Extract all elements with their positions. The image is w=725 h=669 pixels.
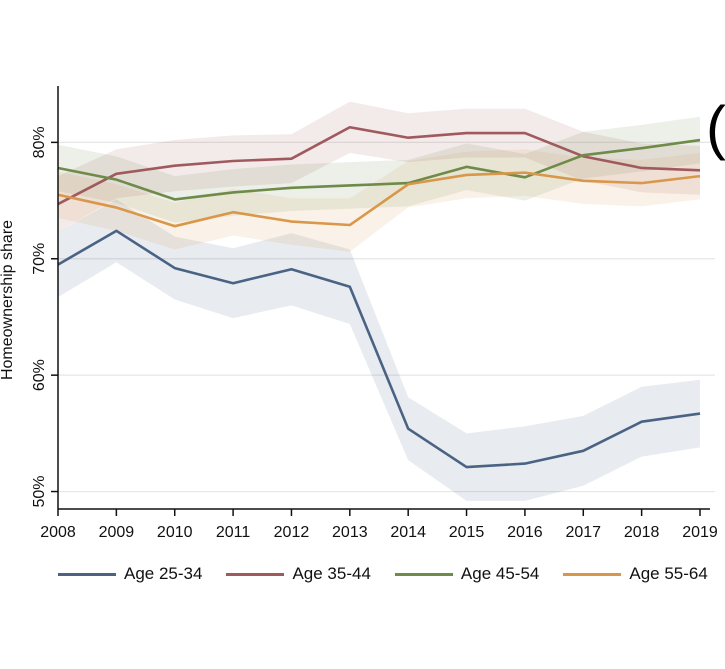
y-tick-label: 50%	[31, 476, 48, 508]
series-line	[57, 229, 701, 469]
legend: Age 25-34 Age 35-44 Age 45-54 Age 55-64	[58, 562, 718, 586]
legend-swatch	[226, 572, 285, 576]
y-tick-label: 60%	[31, 359, 48, 391]
legend-swatch	[58, 572, 116, 576]
y-axis-label: Homeownership share	[0, 220, 16, 380]
confidence-band	[58, 101, 700, 232]
x-tick-label: 2009	[99, 524, 135, 541]
series-line	[57, 125, 701, 206]
x-tick-label: 2019	[682, 524, 718, 541]
clipped-panel-letter: (	[706, 94, 725, 161]
legend-label: Age 35-44	[292, 564, 371, 583]
x-tick-label: 2015	[449, 524, 485, 541]
x-tick-label: 2016	[507, 524, 543, 541]
legend-label: Age 45-54	[460, 564, 540, 583]
confidence-band	[58, 116, 700, 223]
legend-item: Age 25-34	[58, 564, 202, 584]
series-line	[57, 138, 701, 201]
x-tick-label: 2014	[390, 524, 426, 541]
legend-label: Age 25-34	[124, 564, 203, 583]
confidence-band	[58, 199, 700, 501]
y-tick-label: 80%	[31, 126, 48, 158]
x-tick-label: 2011	[216, 524, 251, 541]
x-tick-label: 2008	[40, 524, 76, 541]
legend-item: Age 45-54	[394, 564, 540, 584]
gridlines	[58, 141, 715, 493]
legend-item: Age 35-44	[226, 564, 371, 584]
legend-swatch	[394, 572, 453, 576]
axes: 50% 60% 70% 80% 2008 2009 2010 2011 2012 2013 2014…	[31, 86, 718, 541]
x-tick-label: 2010	[157, 524, 193, 541]
series-lines	[57, 125, 701, 469]
x-tick-label: 2017	[565, 524, 601, 541]
legend-label: Age 55-64	[629, 564, 708, 583]
x-tick-label: 2012	[274, 524, 310, 541]
legend-item: Age 55-64	[563, 564, 708, 584]
x-tick-label: 2013	[332, 524, 368, 541]
legend-swatch	[563, 572, 622, 576]
y-tick-label: 70%	[31, 243, 48, 275]
x-tick-label: 2018	[624, 524, 660, 541]
series-line	[57, 171, 701, 228]
